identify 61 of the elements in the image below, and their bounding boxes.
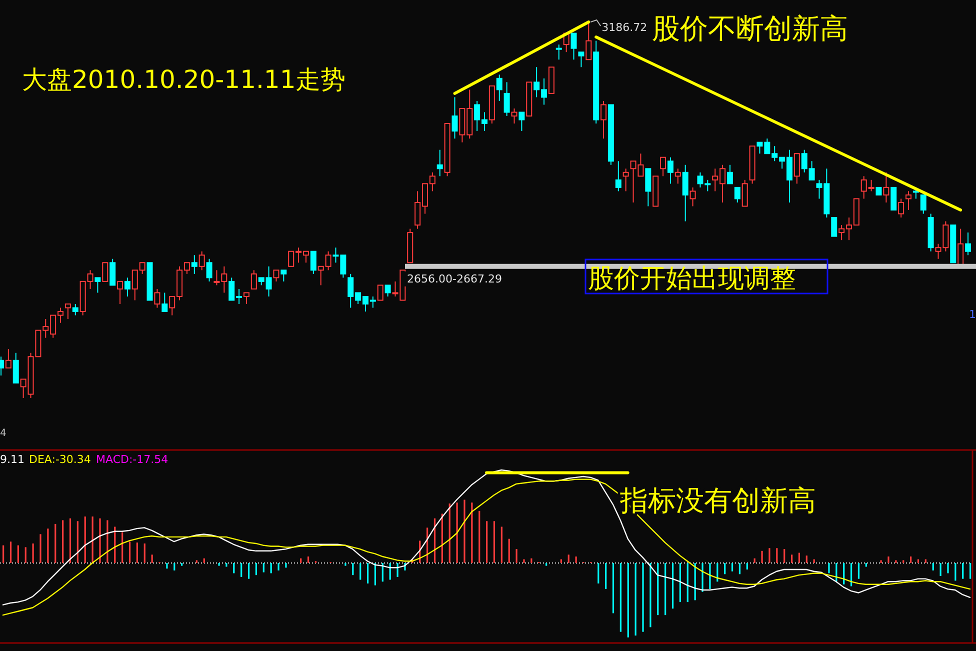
candlestick bbox=[690, 186, 696, 207]
text: 大盘2010.10.20-11.11走势 bbox=[22, 65, 346, 94]
candlestick bbox=[883, 172, 890, 203]
candlestick bbox=[310, 250, 316, 274]
candlestick bbox=[615, 160, 622, 192]
candlestick bbox=[117, 280, 124, 304]
candlestick bbox=[124, 277, 130, 297]
candlestick bbox=[110, 258, 116, 286]
candlestick bbox=[667, 156, 674, 184]
candlestick bbox=[64, 304, 71, 320]
candlestick bbox=[518, 112, 525, 132]
candlestick bbox=[586, 22, 592, 60]
candlestick bbox=[831, 217, 838, 237]
candlestick bbox=[72, 304, 78, 316]
candlestick bbox=[452, 96, 458, 140]
candlestick bbox=[191, 254, 198, 274]
candlestick bbox=[162, 292, 168, 312]
text: 4 bbox=[0, 428, 6, 439]
candlestick bbox=[556, 44, 562, 60]
candlestick bbox=[436, 149, 443, 177]
text: DEA:-30.34 bbox=[29, 453, 91, 466]
candlestick bbox=[742, 179, 748, 207]
text: MACD:-17.54 bbox=[96, 453, 168, 466]
candlestick bbox=[384, 284, 391, 297]
candlestick bbox=[273, 270, 280, 282]
candlestick bbox=[920, 194, 926, 214]
candlestick bbox=[496, 74, 502, 102]
candlestick bbox=[504, 82, 510, 116]
candlestick bbox=[570, 32, 577, 60]
candlestick bbox=[726, 164, 733, 184]
candlestick bbox=[965, 232, 971, 256]
candlestick bbox=[674, 168, 681, 184]
candlestick bbox=[280, 270, 287, 282]
annotation: 1 bbox=[969, 308, 976, 321]
candlestick bbox=[250, 270, 257, 290]
candlestick bbox=[794, 153, 800, 184]
candlestick bbox=[734, 186, 740, 203]
candlestick bbox=[682, 164, 688, 222]
candlestick bbox=[154, 288, 160, 308]
annotation: 2656.00-2667.29 bbox=[407, 272, 502, 286]
candlestick bbox=[243, 292, 250, 304]
candlestick bbox=[511, 108, 518, 124]
candlestick bbox=[660, 156, 666, 177]
candlestick bbox=[645, 168, 652, 207]
annotation: 股价不断创新高 bbox=[652, 12, 848, 45]
candlestick bbox=[600, 100, 607, 140]
candlestick bbox=[94, 277, 101, 294]
candlestick bbox=[905, 190, 912, 210]
candlestick bbox=[377, 284, 384, 301]
candlestick bbox=[890, 186, 897, 210]
candlestick bbox=[102, 262, 108, 282]
annotation: 股价开始出现调整 bbox=[588, 264, 796, 294]
candlestick bbox=[198, 250, 205, 271]
candlestick bbox=[12, 352, 19, 384]
candlestick bbox=[622, 168, 629, 192]
candlestick bbox=[898, 198, 904, 218]
candlestick bbox=[578, 52, 584, 68]
candlestick bbox=[206, 258, 212, 282]
annotation: 3186.72 bbox=[602, 21, 648, 34]
candlestick bbox=[5, 348, 12, 368]
text: 9.11 bbox=[0, 453, 24, 466]
